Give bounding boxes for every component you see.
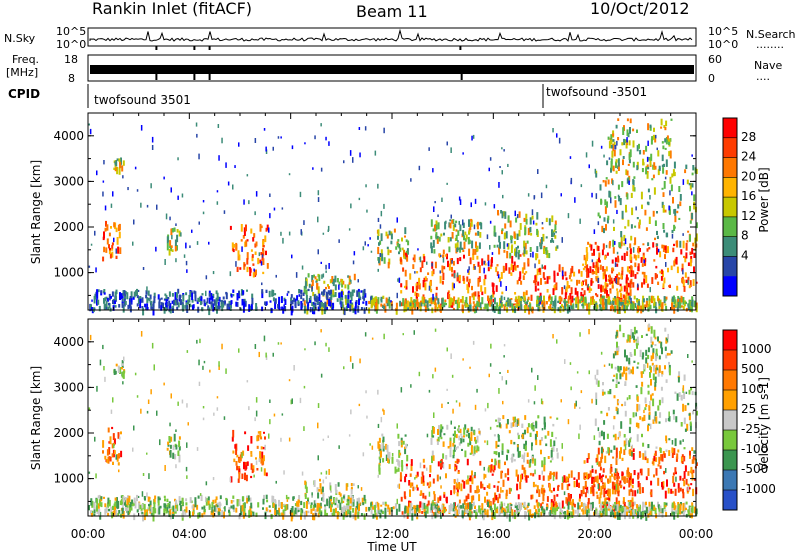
colorbar-swatch (723, 276, 737, 296)
nave-tick-bottom: 0 (708, 72, 715, 85)
nsearch-tick-top: 10^5 (708, 25, 738, 38)
colorbar-swatch (723, 177, 737, 197)
cpid-panel: CPID twofsound 3501 twofsound -3501 (8, 84, 647, 108)
colorbar-tick-label: 8 (741, 229, 749, 243)
colorbar-swatch (723, 490, 737, 511)
colorbar-tick-label: 25 (741, 402, 756, 416)
colorbar-tick-label: 28 (741, 130, 756, 144)
y-tick-label: 2000 (53, 220, 84, 234)
colorbar-swatch (723, 330, 737, 351)
x-tick-label: 04:00 (172, 527, 207, 541)
colorbar-swatch (723, 158, 737, 178)
velocity-colorbar-label: Velocity [m s-1] (757, 377, 771, 471)
colorbar-swatch (723, 237, 737, 257)
nsky-tick-top: 10^5 (56, 25, 86, 38)
station-title: Rankin Inlet (fitACF) (92, 0, 252, 18)
colorbar-swatch (723, 450, 737, 471)
colorbar-swatch (723, 350, 737, 371)
nsky-trace (90, 31, 692, 50)
power-colorbar-label: Power [dB] (757, 167, 771, 232)
x-tick-label: 16:00 (476, 527, 511, 541)
nsearch-tick-bottom: 10^0 (708, 38, 738, 51)
power-y-axis: 1000 2000 3000 4000 (53, 113, 696, 310)
freq-panel: Freq. [MHz] 18 8 60 0 Nave .... (6, 53, 782, 85)
power-heatmap (89, 118, 698, 315)
power-panel: 1000 2000 3000 4000 Slant Range [km] 28 24 20… (29, 113, 771, 316)
freq-tick-top: 18 (64, 53, 78, 66)
colorbar-tick-label: -1000 (741, 482, 776, 496)
nave-dots: .... (756, 70, 770, 83)
colorbar-swatch (723, 217, 737, 237)
x-tick-label: 08:00 (273, 527, 308, 541)
y-tick-label: 3000 (53, 174, 84, 188)
x-tick-label: 12:00 (375, 527, 410, 541)
colorbar-tick-label: 24 (741, 150, 756, 164)
nsky-tick-bottom: 10^0 (56, 38, 86, 51)
colorbar-tick-label: 16 (741, 189, 756, 203)
colorbar-tick-label: 1000 (741, 342, 772, 356)
x-tick-label: 00:00 (679, 527, 714, 541)
date-title: 10/Oct/2012 (590, 0, 690, 18)
nave-tick-top: 60 (708, 53, 722, 66)
colorbar-tick-label: 500 (741, 362, 764, 376)
y-tick-label: 3000 (53, 380, 84, 394)
colorbar-swatch (723, 197, 737, 217)
x-tick-label: 20:00 (577, 527, 612, 541)
cpid-label: CPID (8, 87, 40, 101)
y-tick-label: 1000 (53, 266, 84, 280)
freq-unit-label: [MHz] (6, 66, 38, 79)
colorbar-swatch (723, 410, 737, 431)
freq-label: Freq. (12, 53, 39, 66)
velocity-panel: 1000 2000 3000 4000 Slant Range [km] 1000 50… (29, 319, 776, 554)
velocity-y-label: Slant Range [km] (29, 366, 43, 470)
colorbar-swatch (723, 118, 737, 138)
velocity-heatmap (88, 324, 698, 522)
colorbar-tick-label: 12 (741, 209, 756, 223)
nsky-label: N.Sky (4, 32, 36, 45)
time-x-axis: 00:00 04:00 08:00 12:00 16:00 20:00 00:00 (71, 527, 714, 541)
nsearch-dots: ........ (756, 38, 784, 51)
x-tick-label: 00:00 (71, 527, 106, 541)
colorbar-swatch (723, 138, 737, 158)
freq-spikes (156, 73, 461, 80)
colorbar-swatch (723, 390, 737, 411)
y-tick-label: 4000 (53, 129, 84, 143)
colorbar-tick-label: 4 (741, 248, 749, 262)
colorbar-swatch (723, 370, 737, 391)
cpid-segment-1: twofsound 3501 (94, 93, 191, 107)
colorbar-swatch (723, 256, 737, 276)
colorbar-tick-label: 20 (741, 169, 756, 183)
y-tick-label: 1000 (53, 472, 84, 486)
cpid-segment-2: twofsound -3501 (546, 85, 647, 99)
power-colorbar: 28 24 20 16 12 8 4 (723, 118, 756, 297)
time-x-label: Time UT (366, 540, 417, 554)
freq-tick-bottom: 8 (68, 72, 75, 85)
nsky-panel: N.Sky 10^5 10^0 10^5 10^0 N.Search .....… (4, 25, 796, 51)
power-y-label: Slant Range [km] (29, 160, 43, 264)
freq-band (90, 65, 694, 74)
colorbar-swatch (723, 470, 737, 491)
y-tick-label: 2000 (53, 426, 84, 440)
colorbar-swatch (723, 430, 737, 451)
beam-title: Beam 11 (356, 2, 428, 21)
y-tick-label: 4000 (53, 335, 84, 349)
